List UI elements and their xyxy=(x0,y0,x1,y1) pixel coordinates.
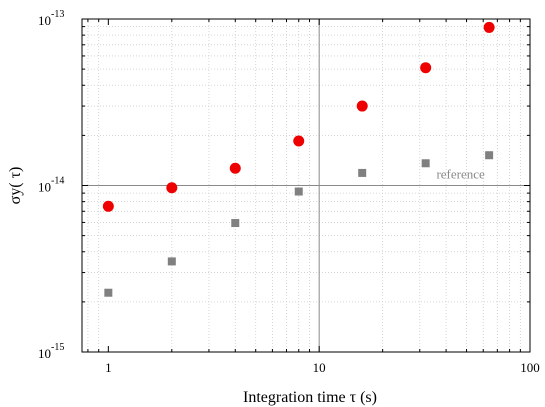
data-point-square xyxy=(358,168,367,177)
y-tick-label: 10-13 xyxy=(38,9,64,28)
y-axis-label: σy( τ) xyxy=(7,167,24,205)
data-point-circle xyxy=(166,182,178,194)
data-point-circle xyxy=(293,135,305,147)
data-point-square xyxy=(104,288,113,297)
y-tick-label: 10-14 xyxy=(38,176,64,195)
data-point-circle xyxy=(102,200,114,212)
data-point-square xyxy=(167,257,176,266)
axis-ticks xyxy=(82,18,531,353)
y-tick-label: 10-15 xyxy=(38,342,64,361)
data-point-square xyxy=(421,159,430,168)
data-point-circle xyxy=(420,62,432,74)
data-point-square xyxy=(294,187,303,196)
data-point-circle xyxy=(483,21,495,33)
data-point-square xyxy=(485,151,494,160)
x-tick-label: 10 xyxy=(313,360,326,375)
data-point-circle xyxy=(229,162,241,174)
data-point-square xyxy=(231,219,240,228)
tick-labels: 1 10 100 10-15 10-14 10-13 xyxy=(38,9,540,375)
x-axis-label: Integration time τ (s) xyxy=(243,389,377,406)
reference-lines xyxy=(82,19,530,352)
data-point-circle xyxy=(356,100,368,112)
x-tick-label: 1 xyxy=(105,360,112,375)
reference-label: reference xyxy=(436,167,485,182)
x-tick-label: 100 xyxy=(520,360,540,375)
data-markers xyxy=(102,21,495,297)
